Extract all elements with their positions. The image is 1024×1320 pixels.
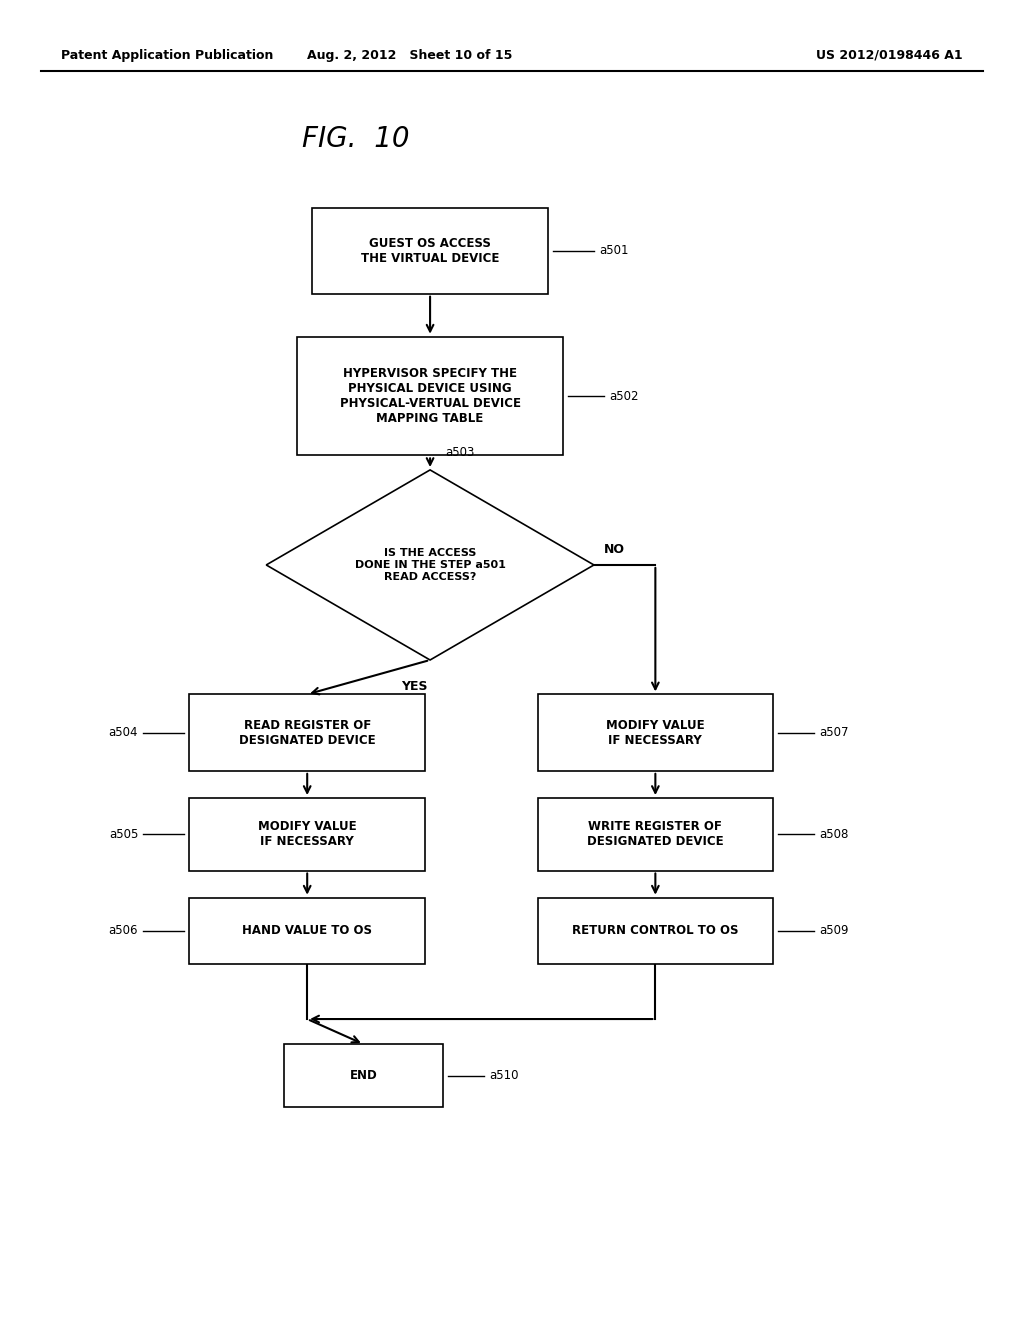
Text: HAND VALUE TO OS: HAND VALUE TO OS	[243, 924, 372, 937]
Text: MODIFY VALUE
IF NECESSARY: MODIFY VALUE IF NECESSARY	[258, 820, 356, 849]
Text: GUEST OS ACCESS
THE VIRTUAL DEVICE: GUEST OS ACCESS THE VIRTUAL DEVICE	[360, 236, 500, 265]
Text: a510: a510	[489, 1069, 518, 1082]
Text: END: END	[349, 1069, 378, 1082]
Text: WRITE REGISTER OF
DESIGNATED DEVICE: WRITE REGISTER OF DESIGNATED DEVICE	[587, 820, 724, 849]
Text: a502: a502	[609, 389, 639, 403]
Text: RETURN CONTROL TO OS: RETURN CONTROL TO OS	[572, 924, 738, 937]
Text: US 2012/0198446 A1: US 2012/0198446 A1	[816, 49, 963, 62]
Text: a505: a505	[109, 828, 138, 841]
FancyBboxPatch shape	[189, 797, 425, 871]
Text: MODIFY VALUE
IF NECESSARY: MODIFY VALUE IF NECESSARY	[606, 718, 705, 747]
Text: READ REGISTER OF
DESIGNATED DEVICE: READ REGISTER OF DESIGNATED DEVICE	[239, 718, 376, 747]
FancyBboxPatch shape	[312, 207, 548, 293]
FancyBboxPatch shape	[189, 898, 425, 964]
FancyBboxPatch shape	[538, 898, 773, 964]
FancyBboxPatch shape	[538, 694, 773, 771]
Text: a508: a508	[819, 828, 849, 841]
Text: IS THE ACCESS
DONE IN THE STEP a501
READ ACCESS?: IS THE ACCESS DONE IN THE STEP a501 READ…	[354, 548, 506, 582]
Text: a503: a503	[445, 446, 475, 459]
Text: NO: NO	[604, 543, 626, 556]
FancyBboxPatch shape	[297, 337, 563, 455]
FancyBboxPatch shape	[189, 694, 425, 771]
Text: a501: a501	[599, 244, 629, 257]
FancyBboxPatch shape	[284, 1044, 442, 1107]
FancyBboxPatch shape	[538, 797, 773, 871]
Text: YES: YES	[401, 680, 428, 693]
Text: Patent Application Publication: Patent Application Publication	[61, 49, 273, 62]
Text: FIG.  10: FIG. 10	[302, 124, 410, 153]
Text: Aug. 2, 2012   Sheet 10 of 15: Aug. 2, 2012 Sheet 10 of 15	[307, 49, 512, 62]
Text: HYPERVISOR SPECIFY THE
PHYSICAL DEVICE USING
PHYSICAL-VERTUAL DEVICE
MAPPING TAB: HYPERVISOR SPECIFY THE PHYSICAL DEVICE U…	[340, 367, 520, 425]
Text: a506: a506	[109, 924, 138, 937]
Text: a509: a509	[819, 924, 849, 937]
Polygon shape	[266, 470, 594, 660]
Text: a504: a504	[109, 726, 138, 739]
Text: a507: a507	[819, 726, 849, 739]
